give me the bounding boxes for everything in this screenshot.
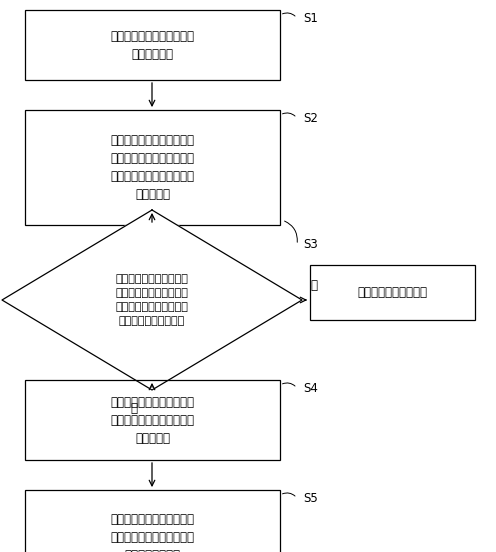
FancyArrowPatch shape <box>283 383 295 386</box>
Text: 成功捕捉到脉冲的锚节点单
元将检测到的脉冲回传至目
标节点单元: 成功捕捉到脉冲的锚节点单 元将检测到的脉冲回传至目 标节点单元 <box>111 395 194 444</box>
Text: S1: S1 <box>303 12 318 24</box>
Polygon shape <box>2 210 302 390</box>
FancyArrowPatch shape <box>285 221 297 242</box>
Text: S3: S3 <box>303 238 318 252</box>
Text: 至少三个锚节点单元共同搜
索目标节点单元发送的脉冲
，至少三个锚节点单元的搜
索周期不同: 至少三个锚节点单元共同搜 索目标节点单元发送的脉冲 ，至少三个锚节点单元的搜 索… <box>111 134 194 201</box>
FancyArrowPatch shape <box>283 113 295 116</box>
Bar <box>25 490 280 552</box>
Text: S5: S5 <box>303 491 318 505</box>
Text: 是: 是 <box>130 402 137 415</box>
Bar <box>310 265 475 320</box>
Text: 目标节点单元计算出目标节
点单元与捕捉到脉冲的锚节
点单元之间的距离: 目标节点单元计算出目标节 点单元与捕捉到脉冲的锚节 点单元之间的距离 <box>111 513 194 552</box>
Text: S2: S2 <box>303 112 318 125</box>
FancyArrowPatch shape <box>283 493 295 496</box>
Text: 每个锚节点单元捕获脉冲
两次、判断是否每次都在
相同的时刻捕获到目标节
点单元发送过来的脉冲: 每个锚节点单元捕获脉冲 两次、判断是否每次都在 相同的时刻捕获到目标节 点单元发… <box>116 274 188 326</box>
Text: 否: 否 <box>310 279 317 292</box>
Bar <box>25 380 280 460</box>
Text: 目标节点单元用不同的周期
发送两个脉冲: 目标节点单元用不同的周期 发送两个脉冲 <box>111 29 194 61</box>
FancyArrowPatch shape <box>283 13 295 16</box>
Text: S4: S4 <box>303 381 318 395</box>
Bar <box>25 110 280 225</box>
Text: 该锚节点单元结束检测: 该锚节点单元结束检测 <box>358 286 428 299</box>
Bar <box>25 10 280 80</box>
